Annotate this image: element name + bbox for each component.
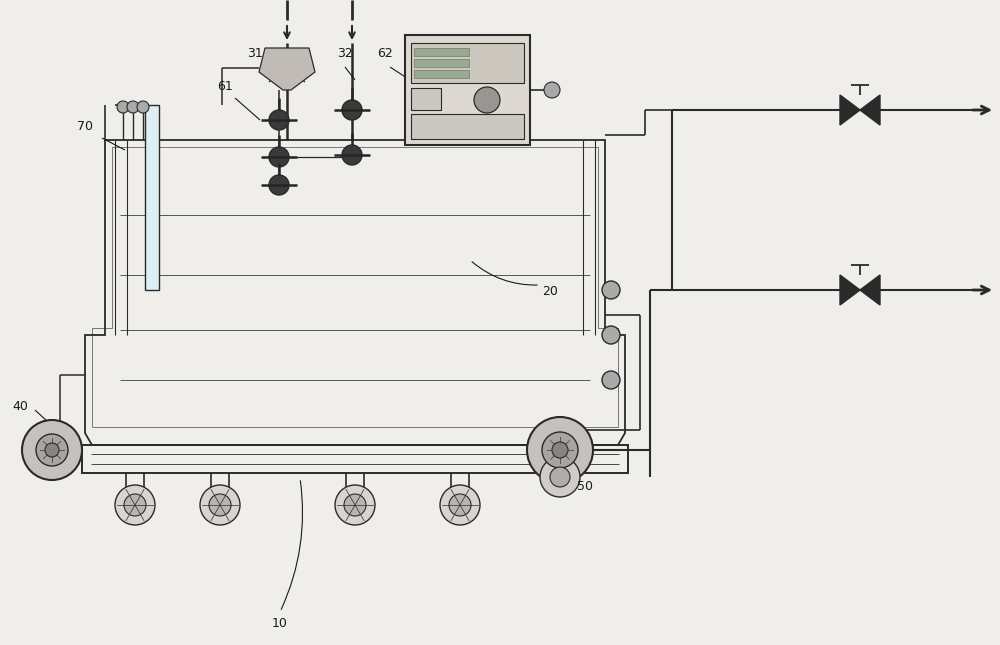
Circle shape bbox=[342, 145, 362, 165]
Circle shape bbox=[269, 175, 289, 195]
Circle shape bbox=[440, 485, 480, 525]
Text: 50: 50 bbox=[577, 480, 593, 493]
Text: 40: 40 bbox=[12, 400, 28, 413]
Circle shape bbox=[127, 101, 139, 113]
Circle shape bbox=[115, 485, 155, 525]
Circle shape bbox=[342, 100, 362, 120]
Circle shape bbox=[269, 110, 289, 130]
Circle shape bbox=[602, 371, 620, 389]
Polygon shape bbox=[840, 275, 860, 305]
FancyArrowPatch shape bbox=[281, 481, 303, 610]
Text: 32: 32 bbox=[337, 47, 353, 60]
Circle shape bbox=[124, 494, 146, 516]
Text: 20: 20 bbox=[542, 285, 558, 298]
Circle shape bbox=[544, 82, 560, 98]
Circle shape bbox=[449, 494, 471, 516]
Bar bbox=[411, 114, 524, 139]
Bar bbox=[414, 70, 469, 78]
Circle shape bbox=[269, 147, 289, 167]
Circle shape bbox=[137, 101, 149, 113]
FancyArrowPatch shape bbox=[472, 262, 537, 285]
Circle shape bbox=[550, 467, 570, 487]
Circle shape bbox=[45, 443, 59, 457]
Circle shape bbox=[117, 101, 129, 113]
Text: 61: 61 bbox=[217, 80, 233, 93]
Bar bbox=[145, 105, 159, 290]
Bar bbox=[411, 88, 441, 110]
Circle shape bbox=[602, 281, 620, 299]
Bar bbox=[405, 35, 530, 145]
Text: 10: 10 bbox=[272, 617, 288, 630]
Bar bbox=[414, 59, 469, 67]
Circle shape bbox=[540, 457, 580, 497]
Circle shape bbox=[474, 87, 500, 113]
Circle shape bbox=[200, 485, 240, 525]
Polygon shape bbox=[860, 275, 880, 305]
Bar bbox=[411, 43, 524, 83]
Bar bbox=[414, 48, 469, 56]
Polygon shape bbox=[259, 48, 315, 90]
Circle shape bbox=[527, 417, 593, 483]
Circle shape bbox=[335, 485, 375, 525]
Polygon shape bbox=[860, 95, 880, 125]
Polygon shape bbox=[840, 95, 860, 125]
Circle shape bbox=[344, 494, 366, 516]
Text: 31: 31 bbox=[247, 47, 263, 60]
Circle shape bbox=[602, 326, 620, 344]
Circle shape bbox=[209, 494, 231, 516]
Text: 62: 62 bbox=[377, 47, 393, 60]
Circle shape bbox=[542, 432, 578, 468]
Circle shape bbox=[552, 442, 568, 458]
Circle shape bbox=[36, 434, 68, 466]
Bar bbox=[82, 445, 628, 473]
Circle shape bbox=[22, 420, 82, 480]
Text: 70: 70 bbox=[77, 120, 93, 133]
